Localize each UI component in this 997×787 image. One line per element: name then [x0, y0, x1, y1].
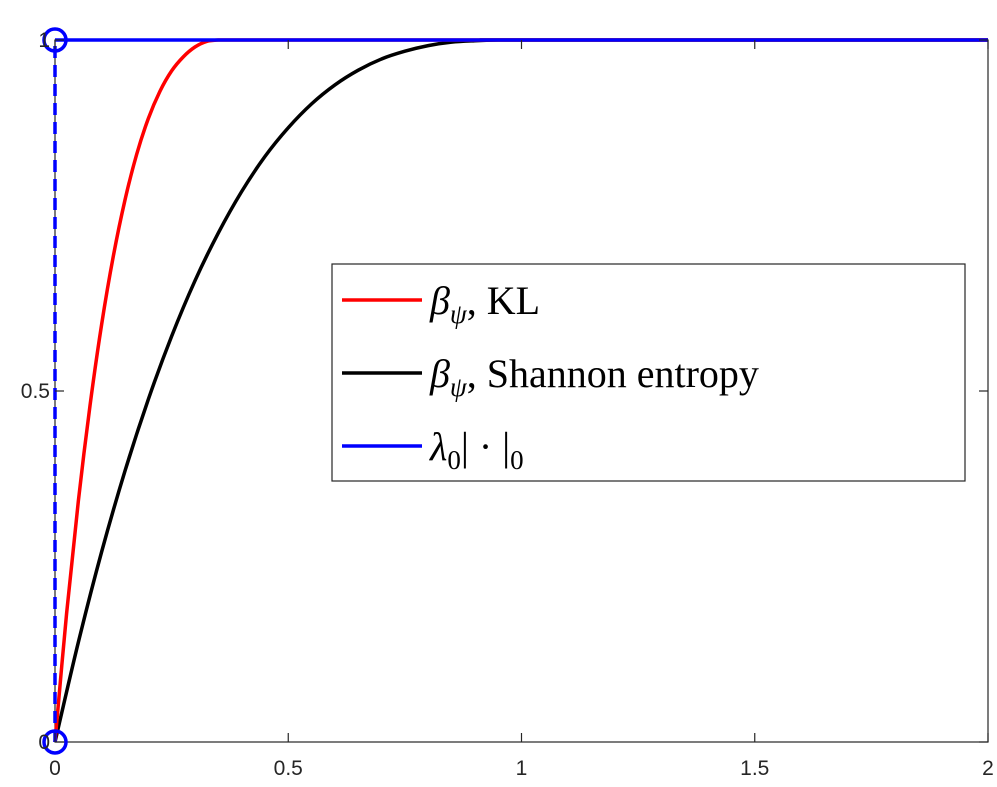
- legend-label: βψ, Shannon entropy: [429, 351, 759, 402]
- y-tick-label: 0: [38, 731, 50, 754]
- y-tick-label: 0.5: [21, 380, 50, 403]
- legend: βψ, KL βψ, Shannon entropy λ0| · |0: [331, 263, 966, 482]
- y-tick-label: 1: [38, 29, 50, 52]
- x-tick-label: 2: [982, 757, 994, 780]
- legend-label: λ0| · |0: [429, 424, 524, 475]
- x-tick-label: 1: [516, 757, 528, 780]
- legend-label: βψ, KL: [429, 278, 540, 329]
- legend-box: [331, 263, 966, 482]
- x-tick-label: 0.5: [274, 757, 303, 780]
- series-marker-l0: [42, 27, 68, 53]
- ticks-layer: 0 0.5 1 1.5 2 0 0.5 1: [21, 29, 994, 780]
- series-marker-l0: [42, 729, 68, 755]
- x-tick-label: 0: [49, 757, 61, 780]
- x-tick-label: 1.5: [740, 757, 769, 780]
